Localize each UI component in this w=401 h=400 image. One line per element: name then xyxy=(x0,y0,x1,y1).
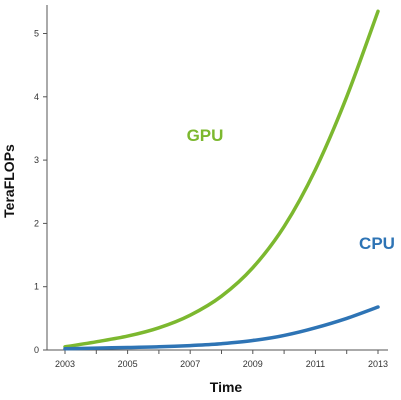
y-tick-label: 5 xyxy=(34,29,39,39)
series-label-cpu: CPU xyxy=(359,234,395,253)
y-tick-label: 2 xyxy=(34,218,39,228)
x-tick-label: 2003 xyxy=(55,359,75,369)
y-axis-title: TeraFLOPs xyxy=(1,144,17,218)
x-axis: 2003 2005 2007 2009 2011 2013 xyxy=(47,349,388,369)
y-tick-label: 1 xyxy=(34,282,39,292)
series-layer xyxy=(63,9,380,351)
x-axis-title: Time xyxy=(210,379,243,395)
series-label-gpu: GPU xyxy=(187,126,224,145)
x-tick-label: 2007 xyxy=(180,359,200,369)
y-tick-label: 4 xyxy=(34,92,39,102)
y-tick-label: 3 xyxy=(34,155,39,165)
y-axis: 0 1 2 3 4 5 xyxy=(34,5,48,355)
x-tick-label: 2011 xyxy=(306,359,325,369)
x-tick-label: 2005 xyxy=(118,359,138,369)
series-labels: GPU CPU xyxy=(187,126,395,253)
x-tick-label: 2013 xyxy=(368,359,388,369)
series-line-cpu xyxy=(63,305,380,351)
series-line-gpu xyxy=(63,9,380,349)
y-tick-label: 0 xyxy=(34,345,39,355)
x-tick-label: 2009 xyxy=(243,359,263,369)
